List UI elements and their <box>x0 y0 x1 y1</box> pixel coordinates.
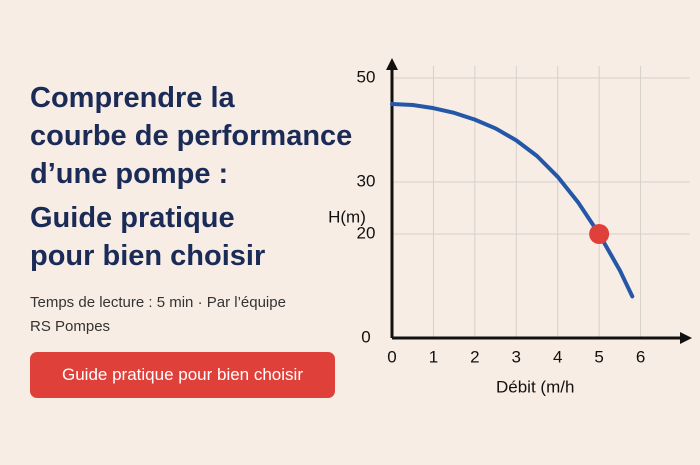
y-axis-arrow <box>386 58 398 70</box>
y-tick-label: 30 <box>357 171 376 190</box>
x-axis-arrow <box>680 332 692 344</box>
title-line: Comprendre la <box>30 82 235 114</box>
meta-line: RS Pompes <box>30 318 111 335</box>
operating-point <box>589 224 610 244</box>
x-tick-label: 4 <box>553 347 562 366</box>
performance-curve <box>390 102 635 299</box>
x-tick-label: 2 <box>470 347 479 366</box>
y-tick-label: 20 <box>357 223 376 242</box>
x-tick-label: 5 <box>594 347 603 366</box>
x-tick-label: 0 <box>387 347 396 366</box>
x-axis-label: Débit (m/h <box>496 377 574 396</box>
title-line: Guide pratique <box>30 202 235 234</box>
y-tick-label: 50 <box>357 67 376 86</box>
title-line: pour bien choisir <box>30 240 266 272</box>
title-line: courbe de performance <box>30 120 353 152</box>
cta-button[interactable]: Guide pratique pour bien choisir <box>30 352 335 398</box>
x-tick-label: 1 <box>429 347 438 366</box>
meta-line: Temps de lecture : 5 min · Par l’équipe <box>30 294 286 311</box>
y-axis-label: H(m) <box>328 207 366 226</box>
title-line: d’une pompe : <box>30 158 229 190</box>
y-tick-label: 0 <box>361 327 370 346</box>
x-tick-label: 3 <box>512 347 521 366</box>
x-tick-label: 6 <box>636 347 645 366</box>
